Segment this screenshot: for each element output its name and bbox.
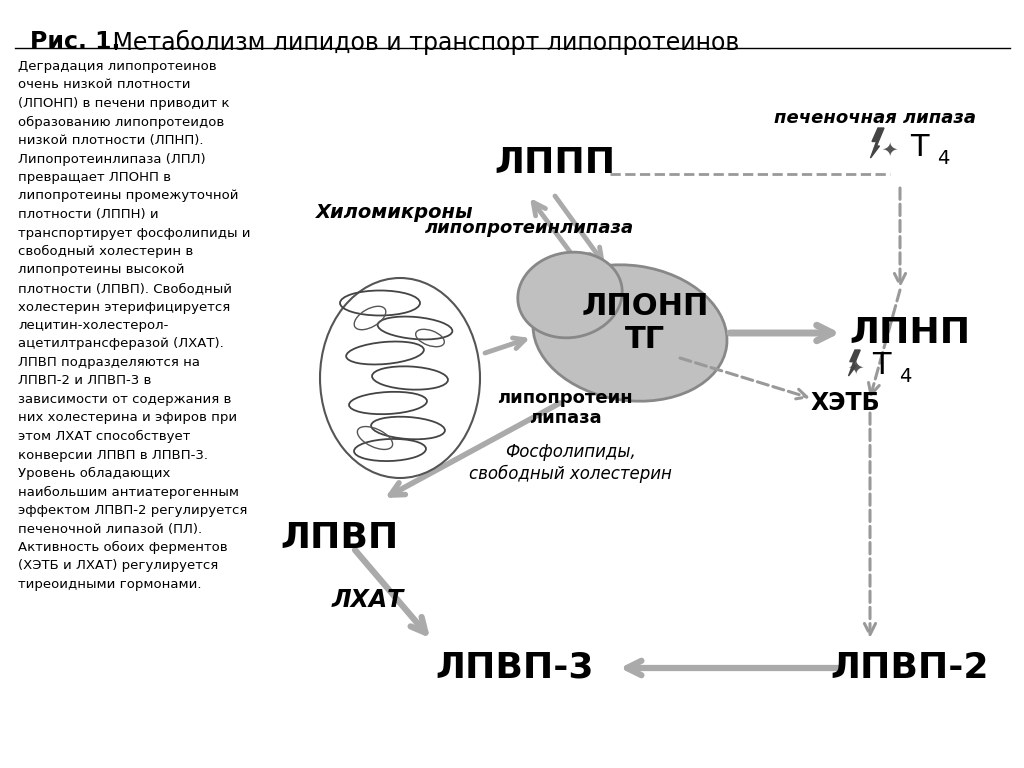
Text: ЛХАТ: ЛХАТ [332, 588, 404, 612]
Text: холестерин этерифицируется: холестерин этерифицируется [18, 300, 230, 313]
Text: плотности (ЛППН) и: плотности (ЛППН) и [18, 208, 159, 221]
Ellipse shape [518, 252, 623, 338]
Text: свободный холестерин в: свободный холестерин в [18, 245, 194, 258]
Text: 4: 4 [937, 148, 949, 167]
Text: ЛПВП подразделяются на: ЛПВП подразделяются на [18, 356, 200, 369]
Text: транспортирует фосфолипиды и: транспортирует фосфолипиды и [18, 227, 251, 240]
Text: печеночной липазой (ПЛ).: печеночной липазой (ПЛ). [18, 522, 202, 535]
Text: лецитин-холестерол-: лецитин-холестерол- [18, 319, 168, 332]
Text: Активность обоих ферментов: Активность обоих ферментов [18, 541, 227, 554]
Text: липопротеины промежуточной: липопротеины промежуточной [18, 190, 239, 203]
Text: Деградация липопротеинов: Деградация липопротеинов [18, 60, 217, 73]
Ellipse shape [319, 278, 480, 478]
Text: наибольшим антиатерогенным: наибольшим антиатерогенным [18, 485, 239, 498]
Text: Липопротеинлипаза (ЛПЛ): Липопротеинлипаза (ЛПЛ) [18, 153, 206, 165]
Text: липопротеинлипаза: липопротеинлипаза [425, 219, 635, 237]
Text: ✦: ✦ [881, 141, 897, 160]
Polygon shape [870, 128, 884, 158]
Text: ЛПВП-3: ЛПВП-3 [436, 651, 594, 685]
Text: Уровень обладающих: Уровень обладающих [18, 467, 170, 480]
Text: 4: 4 [899, 366, 911, 386]
Text: липопротеин
липаза: липопротеин липаза [498, 389, 633, 428]
Text: Метаболизм липидов и транспорт липопротеинов: Метаболизм липидов и транспорт липопроте… [105, 30, 739, 55]
Text: (ХЭТБ и ЛХАТ) регулируется: (ХЭТБ и ЛХАТ) регулируется [18, 560, 218, 572]
Text: эффектом ЛПВП-2 регулируется: эффектом ЛПВП-2 регулируется [18, 504, 248, 517]
Text: зависимости от содержания в: зависимости от содержания в [18, 393, 231, 406]
Text: образованию липопротеидов: образованию липопротеидов [18, 115, 224, 128]
Polygon shape [849, 350, 860, 376]
Text: ЛППП: ЛППП [495, 146, 615, 180]
Text: очень низкой плотности: очень низкой плотности [18, 78, 190, 91]
Text: конверсии ЛПВП в ЛПВП-3.: конверсии ЛПВП в ЛПВП-3. [18, 449, 208, 462]
Text: (ЛПОНП) в печени приводит к: (ЛПОНП) в печени приводит к [18, 97, 229, 110]
Text: низкой плотности (ЛПНП).: низкой плотности (ЛПНП). [18, 134, 204, 147]
Text: ЛПВП: ЛПВП [281, 521, 399, 555]
Text: них холестерина и эфиров при: них холестерина и эфиров при [18, 412, 238, 425]
Text: ХЭТБ: ХЭТБ [810, 391, 880, 415]
Text: ацетилтрансферазой (ЛХАТ).: ацетилтрансферазой (ЛХАТ). [18, 337, 224, 350]
Text: ЛПВП-2 и ЛПВП-3 в: ЛПВП-2 и ЛПВП-3 в [18, 375, 152, 388]
Text: этом ЛХАТ способствует: этом ЛХАТ способствует [18, 430, 190, 443]
Text: плотности (ЛПВП). Свободный: плотности (ЛПВП). Свободный [18, 282, 232, 295]
Text: T: T [910, 134, 929, 163]
Text: Рис. 1.: Рис. 1. [30, 30, 121, 54]
Text: тиреоидными гормонами.: тиреоидными гормонами. [18, 578, 202, 591]
Text: печеночная липаза: печеночная липаза [774, 109, 976, 127]
Text: липопротеины высокой: липопротеины высокой [18, 263, 184, 276]
Text: ЛПНП: ЛПНП [850, 316, 971, 350]
Text: ✦: ✦ [847, 359, 863, 378]
Ellipse shape [534, 265, 727, 401]
Text: Хиломикроны: Хиломикроны [316, 204, 474, 223]
Text: ЛПОНП
ТГ: ЛПОНП ТГ [582, 292, 709, 354]
Text: ЛПВП-2: ЛПВП-2 [830, 651, 989, 685]
Text: Фосфолипиды,
свободный холестерин: Фосфолипиды, свободный холестерин [469, 443, 672, 482]
Text: T: T [872, 352, 891, 380]
Text: превращает ЛПОНП в: превращает ЛПОНП в [18, 171, 171, 184]
